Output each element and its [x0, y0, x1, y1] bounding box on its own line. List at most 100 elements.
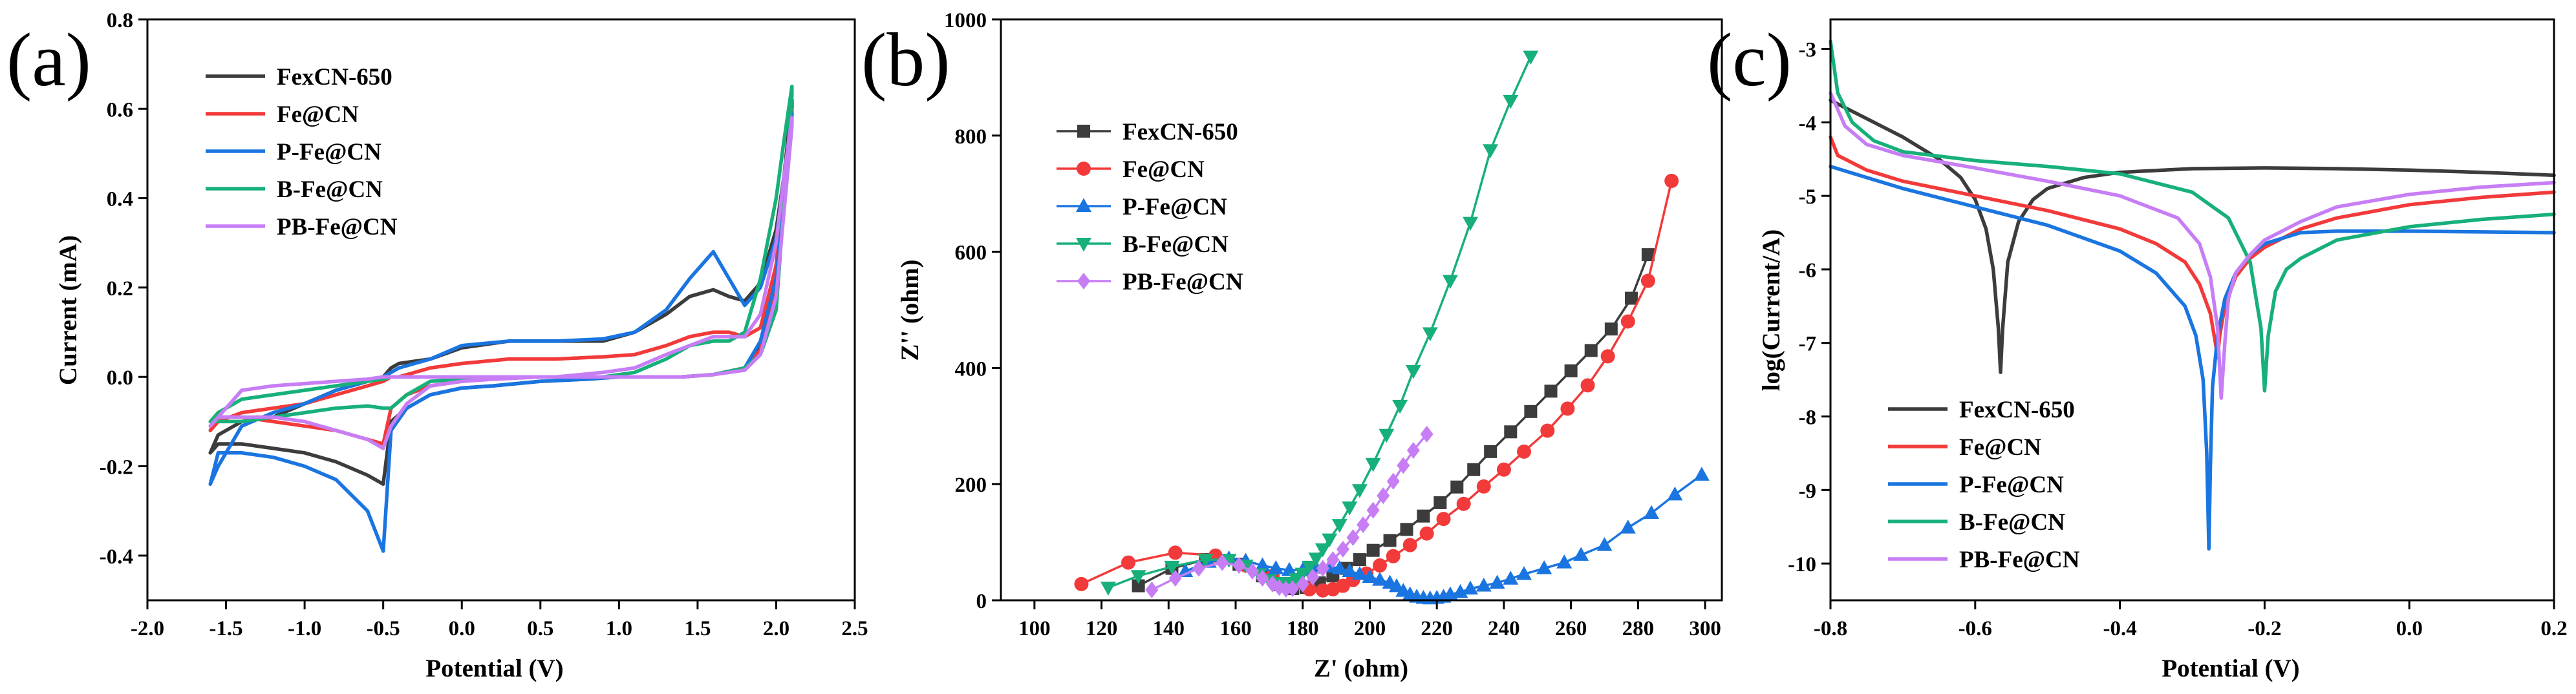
x-tick-label: -0.8 [1814, 617, 1847, 640]
series-line [208, 84, 794, 424]
y-tick-label: 0.4 [107, 188, 133, 211]
data-point [1476, 479, 1491, 494]
data-point [1336, 540, 1349, 558]
legend-item: Fe@CN [1888, 434, 2041, 461]
legend-label: PB-Fe@CN [1959, 547, 2080, 573]
x-tick-label: 200 [1354, 617, 1386, 640]
x-axis-title: Potential (V) [2162, 655, 2299, 682]
x-tick-label: 2.5 [841, 617, 868, 640]
x-tick-label: 0.0 [449, 617, 475, 640]
data-point [1644, 505, 1660, 520]
data-point [1331, 560, 1347, 574]
data-point [1074, 576, 1089, 591]
legend-item: B-Fe@CN [1888, 509, 2065, 536]
y-tick-label: 600 [955, 242, 987, 265]
panel-a: (a) Potential (V) Current (mA) -2.0 -1.5 -… [6, 9, 868, 682]
x-tick-label: 280 [1622, 617, 1655, 640]
data-point [1192, 560, 1205, 577]
legend-label: FexCN-650 [1959, 397, 2075, 423]
y-axis-title: log(Current/A) [1757, 229, 1785, 392]
data-point [1556, 554, 1572, 569]
data-point [1600, 349, 1615, 364]
data-point [1516, 566, 1532, 580]
data-point [1377, 487, 1390, 505]
data-point [1322, 533, 1338, 548]
data-point [1282, 562, 1297, 576]
data-point [1442, 275, 1458, 289]
data-point [1517, 444, 1532, 459]
x-tick-label: 1.5 [684, 617, 711, 640]
y-tick-label: -10 [1788, 553, 1816, 576]
x-tick-label: 180 [1287, 617, 1319, 640]
data-point [1397, 457, 1410, 474]
data-point [1604, 322, 1618, 336]
data-point [1145, 581, 1159, 598]
legend-marker [1077, 273, 1090, 289]
data-point [1463, 580, 1479, 595]
y-tick-label: -9 [1799, 479, 1817, 503]
data-point [1346, 529, 1360, 546]
y-tick-label: 800 [955, 125, 987, 149]
data-point [1641, 248, 1655, 262]
data-point [1353, 553, 1366, 567]
data-point [1373, 558, 1388, 573]
legend-label: Fe@CN [1122, 156, 1205, 183]
data-point [1536, 560, 1552, 574]
data-point [1316, 560, 1329, 577]
y-tick-label: 0.6 [107, 98, 133, 121]
y-tick-label: 0.0 [107, 366, 133, 390]
legend-label: PB-Fe@CN [1122, 269, 1243, 295]
data-point [1596, 537, 1613, 551]
data-point [1294, 567, 1311, 582]
data-point [1620, 520, 1636, 534]
data-point [1221, 554, 1237, 568]
x-tick-label: 220 [1421, 617, 1453, 640]
data-point [1342, 501, 1358, 516]
data-point [1544, 384, 1558, 398]
data-point [1523, 50, 1539, 65]
legend-marker [1076, 238, 1091, 252]
x-tick-label: 120 [1086, 617, 1118, 640]
legend-item: B-Fe@CN [206, 176, 383, 203]
data-point [1232, 557, 1246, 574]
x-axis-title: Potential (V) [425, 655, 563, 682]
legend-item: PB-Fe@CN [1057, 269, 1243, 295]
data-point [1667, 486, 1683, 501]
data-point [1564, 364, 1578, 377]
legend-label: FexCN-650 [277, 64, 392, 90]
y-tick-label: 200 [955, 474, 987, 497]
x-tick-label: -1.0 [288, 617, 321, 640]
x-tick-label: -0.2 [2248, 617, 2281, 640]
data-point [1331, 519, 1347, 533]
data-point [1456, 496, 1471, 511]
x-tick-label: 160 [1219, 617, 1252, 640]
data-point [1503, 571, 1519, 585]
data-point [1130, 570, 1146, 584]
data-point [1164, 560, 1180, 575]
data-point [1342, 563, 1358, 578]
series-p-fe-cn [1829, 164, 2556, 551]
y-tick-label: -0.2 [100, 456, 133, 479]
x-tick-label: 0.0 [2396, 617, 2423, 640]
data-point [1503, 94, 1519, 109]
legend-item: P-Fe@CN [1888, 472, 2064, 498]
data-point [1286, 580, 1300, 598]
series-line [1829, 98, 2556, 374]
data-point [1351, 566, 1368, 580]
data-point [1366, 501, 1380, 519]
x-tick-label: -2.0 [131, 617, 164, 640]
legend-item: P-Fe@CN [1057, 194, 1227, 220]
series-line [208, 116, 794, 450]
data-point [1405, 364, 1421, 379]
data-point [1392, 399, 1408, 414]
data-point [1540, 423, 1555, 438]
data-point [1406, 442, 1420, 459]
x-tick-label: -0.6 [1959, 617, 1992, 640]
data-point [1496, 462, 1511, 477]
legend-item: FexCN-650 [1888, 397, 2075, 423]
legend-label: PB-Fe@CN [277, 214, 398, 240]
panel-letter: (a) [6, 17, 91, 102]
y-tick-label: -4 [1799, 112, 1817, 135]
data-point [1379, 428, 1395, 443]
